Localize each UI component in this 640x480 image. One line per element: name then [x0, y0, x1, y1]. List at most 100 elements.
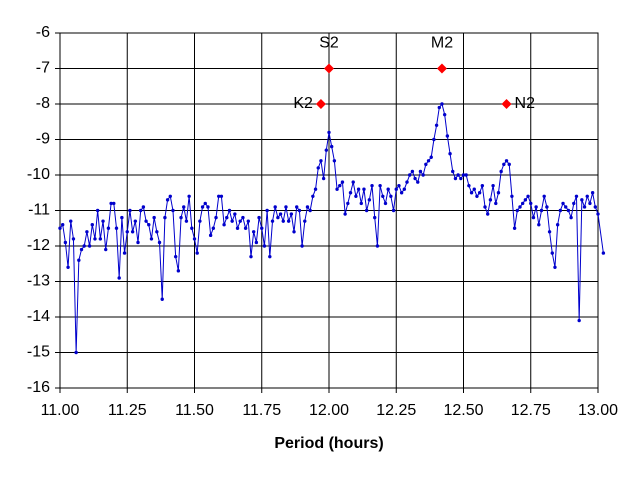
y-tick-label: -14 — [27, 308, 50, 325]
data-point — [179, 215, 183, 220]
data-point — [295, 205, 299, 209]
data-point — [270, 219, 275, 223]
data-point — [305, 205, 310, 209]
data-point — [278, 212, 283, 216]
data-point — [214, 215, 218, 220]
data-point — [109, 201, 113, 206]
point-label: S2 — [319, 35, 339, 52]
data-point — [198, 219, 202, 223]
data-point — [163, 215, 167, 220]
data-point — [448, 152, 452, 156]
data-point — [542, 194, 546, 198]
data-point — [426, 159, 431, 163]
data-point — [577, 318, 581, 323]
data-point — [297, 208, 302, 213]
data-point — [582, 205, 587, 209]
data-point — [504, 159, 509, 163]
data-point — [58, 226, 62, 230]
data-point — [488, 198, 493, 202]
data-point — [340, 180, 345, 184]
y-tick-label: -10 — [27, 166, 50, 183]
data-point — [260, 226, 264, 230]
marker — [436, 63, 447, 74]
data-point — [378, 183, 382, 188]
x-tick-label: 12.00 — [309, 402, 349, 419]
data-point — [588, 201, 592, 206]
data-point — [152, 215, 156, 220]
data-point — [442, 112, 447, 117]
data-point — [332, 159, 337, 163]
y-tick-label: -7 — [36, 60, 50, 77]
data-point — [329, 144, 334, 149]
data-point — [319, 159, 323, 163]
data-point — [408, 173, 412, 177]
data-point — [128, 208, 132, 213]
series-line — [59, 102, 604, 353]
data-point — [265, 208, 269, 213]
data-point — [101, 219, 105, 223]
data-point — [249, 254, 253, 259]
data-point — [437, 105, 441, 110]
data-point — [225, 215, 229, 220]
data-point — [526, 194, 530, 198]
data-point — [130, 230, 135, 234]
data-point — [268, 254, 272, 259]
data-point — [165, 198, 170, 202]
data-point — [537, 223, 541, 227]
data-point — [510, 194, 514, 198]
data-point — [564, 205, 568, 209]
data-point — [335, 187, 339, 191]
x-tick-label: 12.75 — [511, 402, 551, 419]
data-point — [69, 219, 73, 223]
data-point — [139, 208, 143, 213]
data-point — [284, 205, 288, 209]
data-point — [486, 212, 490, 216]
x-tick-label: 11.00 — [41, 402, 80, 419]
data-point — [217, 194, 221, 198]
y-tick-label: -11 — [28, 202, 50, 219]
data-point — [585, 194, 589, 198]
data-point — [173, 254, 178, 259]
data-point — [286, 219, 291, 223]
data-point — [472, 187, 476, 191]
data-point — [133, 219, 138, 223]
data-point — [316, 166, 320, 170]
data-point — [190, 226, 194, 230]
data-point — [66, 265, 70, 269]
plot-border — [59, 32, 599, 389]
data-point — [453, 176, 458, 181]
data-point — [82, 244, 86, 248]
data-point — [475, 194, 479, 198]
data-point — [364, 208, 369, 213]
data-point — [219, 194, 224, 198]
data-point — [502, 162, 506, 167]
data-point — [467, 183, 471, 188]
data-point — [381, 194, 385, 198]
data-point — [311, 194, 315, 198]
x-tick-label: 11.50 — [175, 402, 214, 419]
data-point — [566, 208, 571, 213]
data-point — [203, 201, 207, 206]
data-point — [144, 219, 148, 223]
data-point — [120, 215, 124, 220]
data-point — [281, 219, 285, 223]
data-point — [405, 180, 409, 184]
data-point — [182, 205, 186, 209]
data-point — [451, 169, 455, 174]
data-point — [241, 215, 245, 220]
data-point — [440, 102, 444, 106]
data-point — [413, 176, 417, 181]
data-point — [321, 176, 326, 181]
data-point — [155, 230, 159, 234]
data-point — [391, 208, 396, 213]
data-point — [356, 187, 361, 191]
y-tick-label: -12 — [27, 237, 50, 254]
data-point — [79, 247, 84, 252]
data-point — [95, 208, 100, 213]
data-point — [195, 251, 199, 255]
data-point — [125, 230, 129, 234]
data-point — [547, 230, 552, 234]
data-point — [74, 350, 78, 355]
data-point — [187, 194, 191, 198]
